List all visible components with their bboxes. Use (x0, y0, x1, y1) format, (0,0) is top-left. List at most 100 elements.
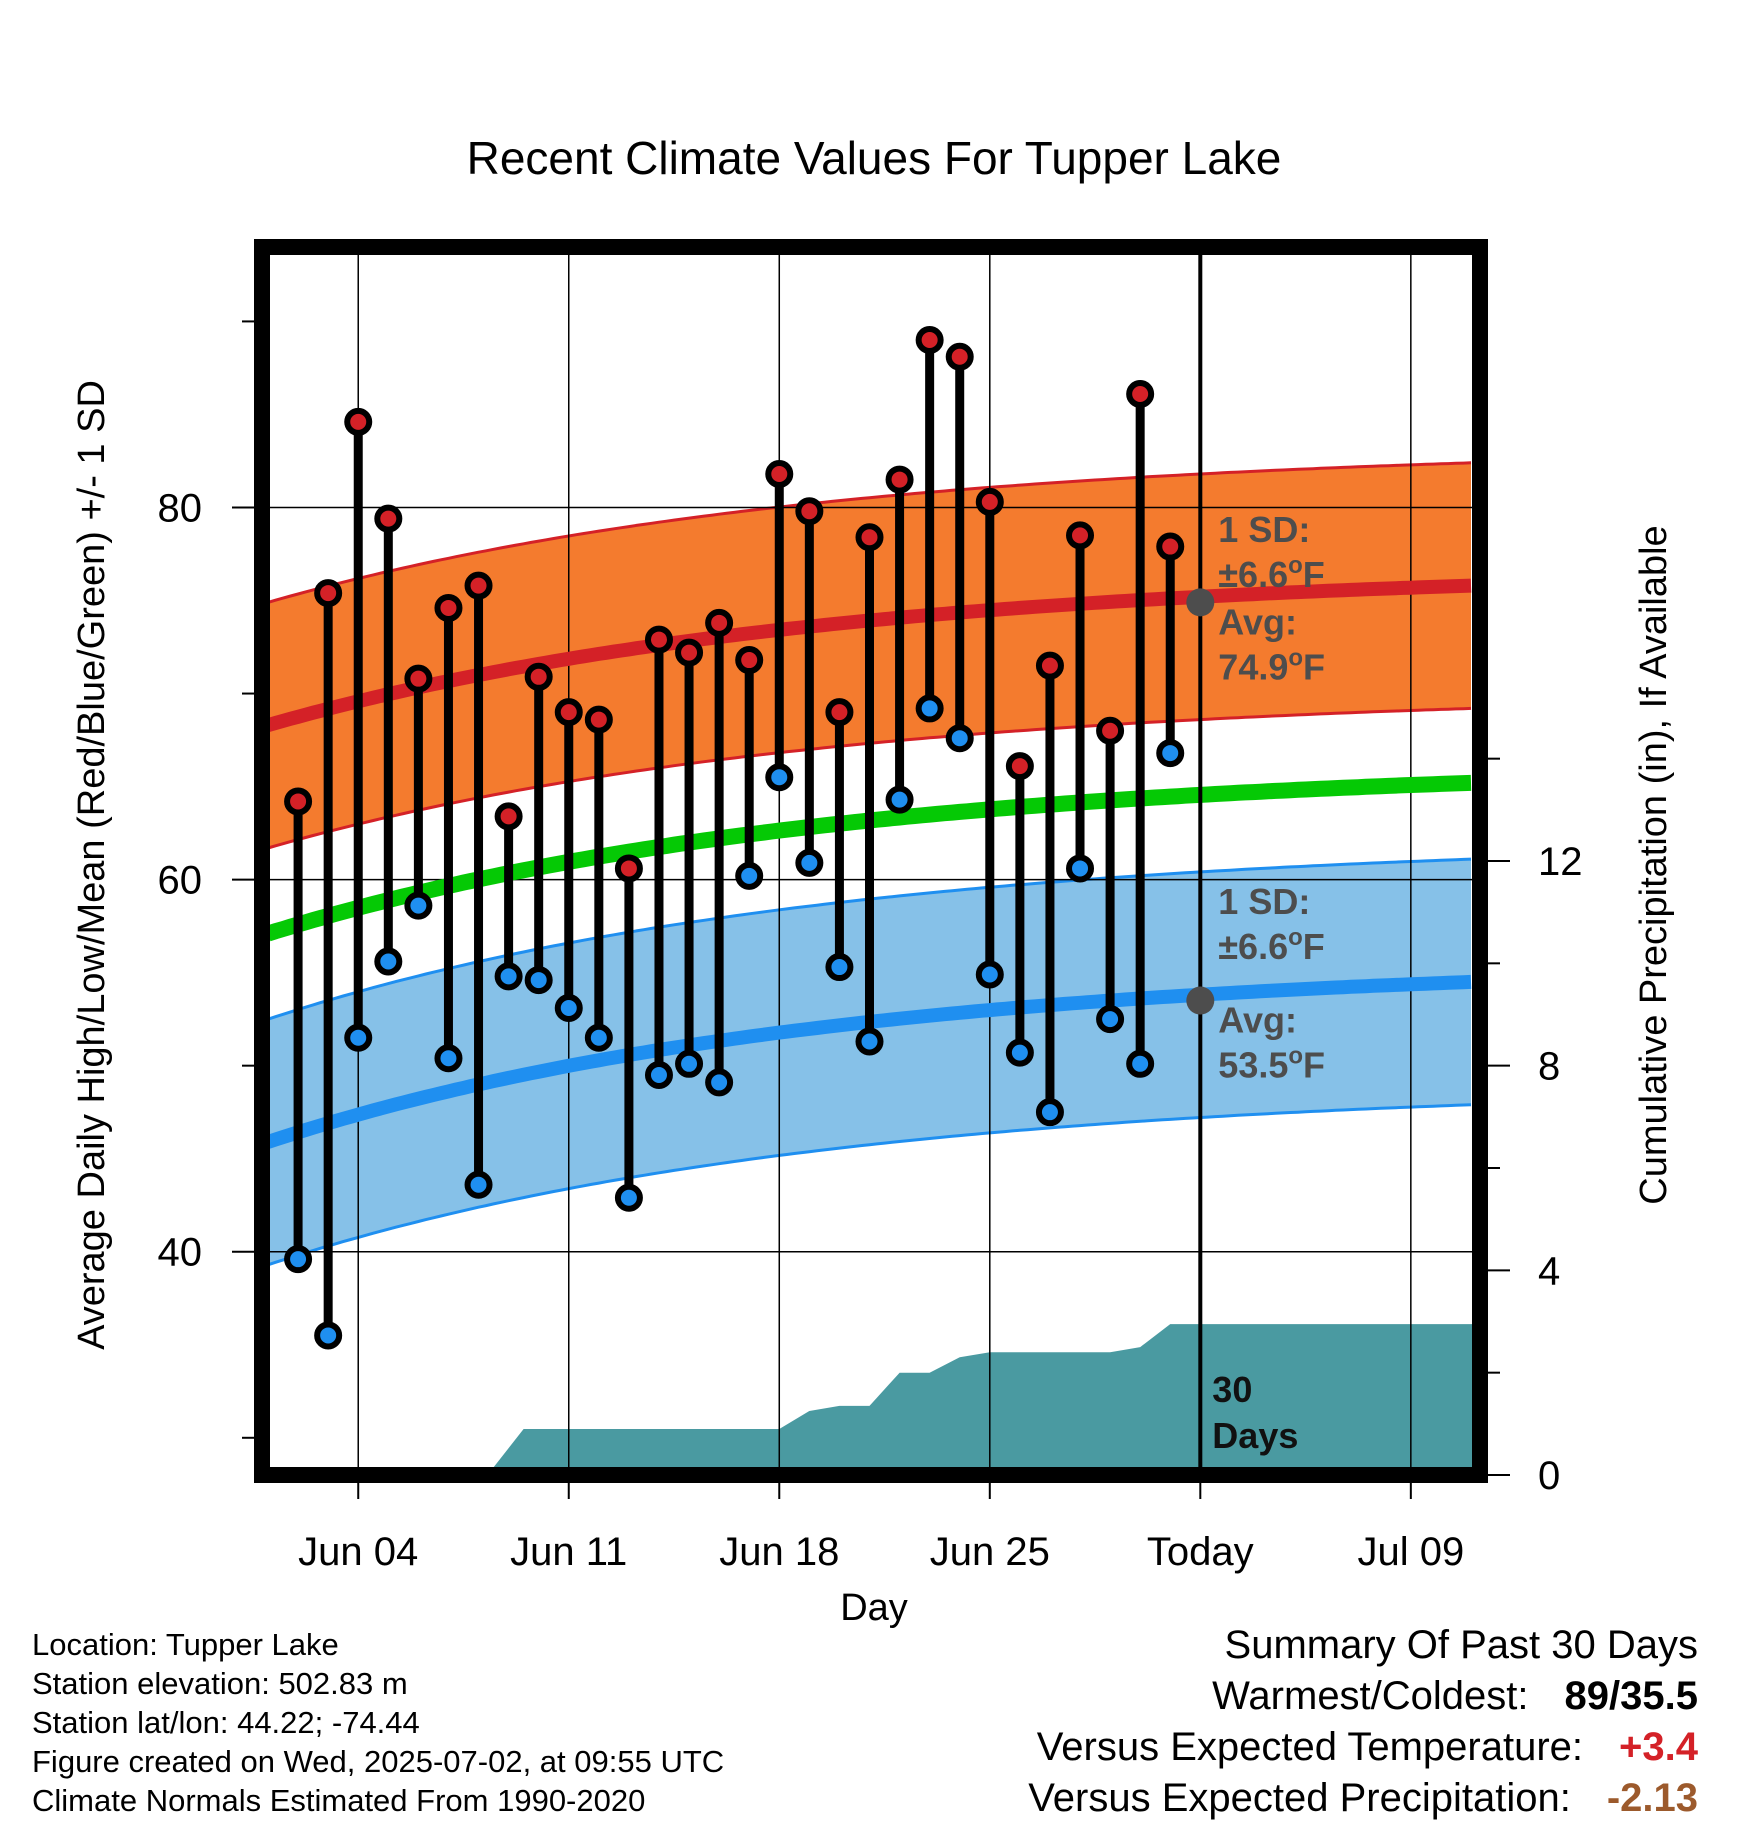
daily-low-point (614, 1183, 643, 1212)
daily-high-point (885, 465, 914, 494)
daily-low-point (374, 947, 403, 976)
daily-low-point (1096, 1005, 1125, 1034)
precip-days-unit: Days (1212, 1415, 1298, 1456)
daily-high-point (644, 625, 673, 654)
daily-low-point (284, 1245, 313, 1274)
daily-low-point (464, 1170, 493, 1199)
daily-low-point (735, 861, 764, 890)
y-left-tick-label: 60 (158, 859, 203, 903)
summary-warmest-row: Warmest/Coldest: 89/35.5 (1028, 1671, 1698, 1722)
daily-low-point (915, 694, 944, 723)
daily-low-point (765, 763, 794, 792)
daily-high-point (494, 802, 523, 831)
high-sd-upper-line (267, 461, 1472, 604)
daily-high-point (284, 787, 313, 816)
precip-days-number: 30 (1212, 1369, 1252, 1410)
y-left-tick-label: 80 (158, 486, 203, 530)
daily-low-point (434, 1044, 463, 1073)
daily-high-point (855, 523, 884, 552)
daily-low-point (975, 960, 1004, 989)
daily-low-point (1035, 1098, 1064, 1127)
high-sd-value: ±6.6oF (1218, 552, 1324, 595)
station-info: Location: Tupper Lake Station elevation:… (32, 1625, 724, 1820)
daily-high-point (1005, 752, 1034, 781)
y-left-tick-label: 40 (158, 1231, 203, 1275)
daily-low-point (675, 1049, 704, 1078)
y-right-tick-label: 12 (1538, 840, 1583, 884)
daily-high-point (945, 342, 974, 371)
daily-low-point (404, 891, 433, 920)
precip-area (268, 1324, 1480, 1475)
daily-low-point (885, 785, 914, 814)
summary-title: Summary Of Past 30 Days (1224, 1623, 1698, 1667)
daily-high-point (434, 593, 463, 622)
latlon-text: Station lat/lon: 44.22; -74.44 (32, 1705, 420, 1740)
low-avg-title: Avg: (1218, 1000, 1297, 1041)
daily-high-point (374, 504, 403, 533)
low-avg-marker (1186, 986, 1215, 1015)
daily-high-point (1096, 716, 1125, 745)
daily-high-point (1126, 379, 1155, 408)
daily-low-point (795, 848, 824, 877)
high-avg-value: 74.9oF (1218, 644, 1325, 687)
chart-title: Recent Climate Values For Tupper Lake (467, 132, 1282, 184)
elevation-text: Station elevation: 502.83 m (32, 1666, 408, 1701)
daily-high-point (825, 698, 854, 727)
high-avg-title: Avg: (1218, 601, 1297, 642)
temp-deviation-label: Versus Expected Temperature: (1036, 1725, 1584, 1769)
low-sd-value: ±6.6oF (1218, 924, 1324, 967)
daily-high-point (464, 571, 493, 600)
daily-low-point (494, 962, 523, 991)
daily-low-point (1005, 1038, 1034, 1067)
daily-high-point (735, 646, 764, 675)
daily-high-point (1066, 521, 1095, 550)
daily-low-point (1156, 739, 1185, 768)
daily-high-point (584, 705, 613, 734)
daily-low-point (855, 1027, 884, 1056)
y-right-tick-label: 4 (1538, 1249, 1560, 1293)
high-avg-marker (1186, 588, 1215, 617)
x-tick-label: Today (1147, 1530, 1254, 1574)
high-sd-title: 1 SD: (1218, 509, 1310, 550)
daily-high-point (765, 459, 794, 488)
daily-high-point (404, 664, 433, 693)
daily-high-point (554, 698, 583, 727)
created-text: Figure created on Wed, 2025-07-02, at 09… (32, 1744, 725, 1779)
precip-deviation-value: -2.13 (1606, 1776, 1698, 1820)
daily-high-point (675, 638, 704, 667)
daily-high-point (795, 497, 824, 526)
y-axis-left-title: Average Daily High/Low/Mean (Red/Blue/Gr… (71, 380, 113, 1350)
summary-panel: Summary Of Past 30 Days Warmest/Coldest:… (1028, 1620, 1698, 1824)
daily-low-point (1066, 854, 1095, 883)
daily-low-point (584, 1023, 613, 1052)
x-tick-label: Jun 18 (719, 1530, 839, 1574)
daily-high-point (314, 579, 343, 608)
daily-high-point (524, 662, 553, 691)
precip-deviation-label: Versus Expected Precipitation: (1028, 1776, 1571, 1820)
y-axis-right-title: Cumulative Precipitation (in), If Availa… (1633, 525, 1675, 1204)
x-tick-label: Jun 04 (298, 1530, 418, 1574)
daily-low-point (945, 724, 974, 753)
daily-high-point (1035, 651, 1064, 680)
location-text: Location: Tupper Lake (32, 1627, 339, 1662)
daily-low-point (344, 1023, 373, 1052)
x-tick-label: Jul 09 (1357, 1530, 1464, 1574)
warmest-coldest-value: 89/35.5 (1564, 1674, 1698, 1718)
daily-low-point (524, 966, 553, 995)
daily-low-point (314, 1321, 343, 1350)
daily-high-point (1156, 532, 1185, 561)
low-sd-lower-line (267, 1103, 1472, 1267)
y-right-tick-label: 8 (1538, 1045, 1560, 1089)
plot-frame (254, 239, 1488, 1483)
summary-temp-row: Versus Expected Temperature: +3.4 (1028, 1722, 1698, 1773)
daily-high-point (705, 608, 734, 637)
normals-text: Climate Normals Estimated From 1990-2020 (32, 1783, 646, 1818)
daily-high-point (614, 854, 643, 883)
daily-low-point (1126, 1049, 1155, 1078)
summary-precip-row: Versus Expected Precipitation: -2.13 (1028, 1773, 1698, 1824)
y-right-tick-label: 0 (1538, 1454, 1560, 1498)
daily-low-point (554, 993, 583, 1022)
x-tick-label: Jun 11 (510, 1530, 627, 1574)
daily-high-point (975, 487, 1004, 516)
